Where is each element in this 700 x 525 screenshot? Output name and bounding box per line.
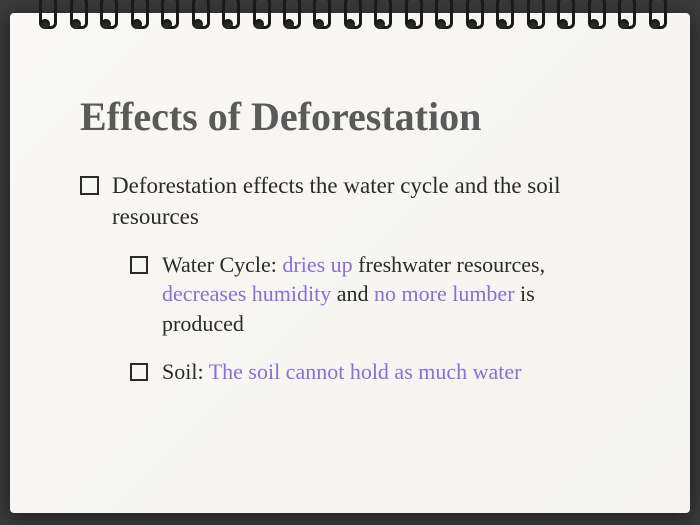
spiral-ring [524, 0, 542, 31]
sub-bullet-0: Water Cycle: dries up freshwater resourc… [130, 250, 620, 339]
highlighted-text: no more lumber [374, 281, 515, 306]
highlighted-text: The soil cannot hold as much water [209, 359, 522, 384]
spiral-ring [158, 0, 176, 31]
spiral-ring [615, 0, 633, 31]
sub-bullet-1: Soil: The soil cannot hold as much water [130, 357, 620, 387]
main-bullet-text: Deforestation effects the water cycle an… [112, 173, 561, 229]
spiral-ring [219, 0, 237, 31]
spiral-ring [493, 0, 511, 31]
spiral-ring [341, 0, 359, 31]
spiral-ring [585, 0, 603, 31]
spiral-ring [463, 0, 481, 31]
spiral-ring [646, 0, 664, 31]
spiral-ring [310, 0, 328, 31]
spiral-ring [36, 0, 54, 31]
spiral-ring [189, 0, 207, 31]
sub-list: Water Cycle: dries up freshwater resourc… [130, 250, 620, 387]
spiral-ring [432, 0, 450, 31]
spiral-ring [280, 0, 298, 31]
main-bullet: Deforestation effects the water cycle an… [80, 170, 620, 387]
spiral-binding [30, 0, 670, 35]
spiral-ring [402, 0, 420, 31]
plain-text: freshwater resources, [353, 252, 545, 277]
spiral-ring [250, 0, 268, 31]
notepad-page: Effects of Deforestation Deforestation e… [10, 13, 690, 513]
highlighted-text: decreases humidity [162, 281, 331, 306]
spiral-ring [371, 0, 389, 31]
spiral-ring [554, 0, 572, 31]
page-title: Effects of Deforestation [80, 93, 620, 140]
spiral-ring [97, 0, 115, 31]
sub-bullet-prefix: Water Cycle: [162, 252, 282, 277]
sub-bullet-prefix: Soil: [162, 359, 209, 384]
highlighted-text: dries up [282, 252, 352, 277]
spiral-ring [128, 0, 146, 31]
plain-text: and [331, 281, 374, 306]
main-list: Deforestation effects the water cycle an… [80, 170, 620, 387]
spiral-ring [67, 0, 85, 31]
